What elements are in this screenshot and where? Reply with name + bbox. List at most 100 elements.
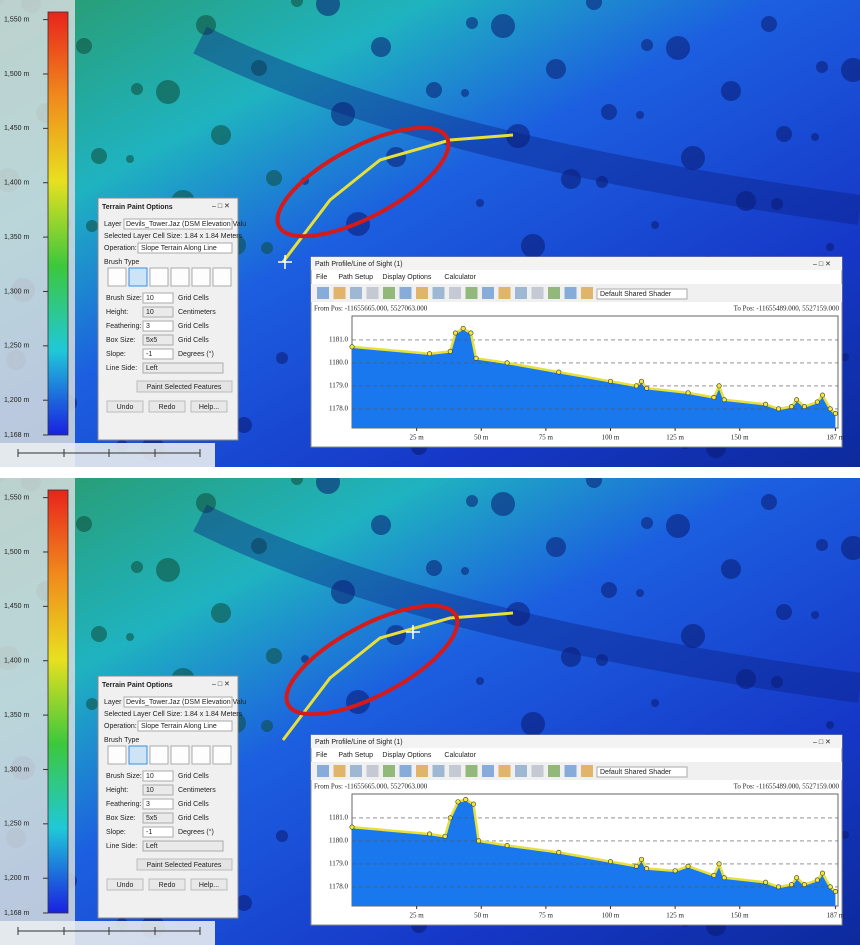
brush-icon[interactable] bbox=[170, 745, 190, 765]
brush-icon[interactable] bbox=[149, 745, 169, 765]
legend-label: 1,168 m bbox=[4, 432, 29, 439]
tool-icon[interactable] bbox=[482, 287, 494, 299]
row-value: 3 bbox=[146, 801, 150, 808]
tool-icon[interactable] bbox=[350, 765, 362, 777]
terrain-feature bbox=[826, 721, 834, 729]
dropdown[interactable] bbox=[123, 218, 233, 230]
profile-point bbox=[639, 856, 645, 862]
input-box[interactable] bbox=[142, 812, 174, 824]
dropdown[interactable] bbox=[137, 720, 233, 732]
tool-icon[interactable] bbox=[531, 765, 544, 777]
menu-item[interactable]: File bbox=[316, 752, 327, 759]
button-label: Paint Selected Features bbox=[147, 384, 222, 391]
tool-icon[interactable] bbox=[482, 765, 494, 777]
terrain-feature bbox=[586, 478, 602, 488]
tool-icon[interactable] bbox=[399, 765, 412, 777]
row-value: Left bbox=[146, 843, 158, 850]
tool-icon[interactable] bbox=[465, 287, 478, 299]
brush-icon[interactable] bbox=[107, 267, 127, 287]
tool-icon[interactable] bbox=[399, 287, 412, 299]
tool-icon[interactable] bbox=[383, 287, 395, 299]
dialog-title: Terrain Paint Options bbox=[102, 204, 173, 211]
brush-icon[interactable] bbox=[107, 745, 127, 765]
tool-icon[interactable] bbox=[432, 765, 445, 777]
button[interactable] bbox=[136, 380, 233, 393]
tool-icon[interactable] bbox=[564, 765, 577, 777]
tool-icon[interactable] bbox=[449, 287, 461, 299]
tool-icon[interactable] bbox=[416, 287, 428, 299]
tool-icon[interactable] bbox=[515, 287, 527, 299]
tool-icon[interactable] bbox=[564, 287, 577, 299]
tool-icon[interactable] bbox=[465, 765, 478, 777]
button[interactable] bbox=[190, 400, 228, 413]
input-box[interactable] bbox=[142, 362, 224, 374]
input-box[interactable] bbox=[142, 292, 174, 304]
brush-icon[interactable] bbox=[128, 267, 148, 287]
brush-icon[interactable] bbox=[191, 745, 211, 765]
tool-icon[interactable] bbox=[317, 765, 329, 777]
terrain-feature bbox=[546, 537, 566, 557]
menu-item[interactable]: Path Setup bbox=[338, 274, 373, 281]
button[interactable] bbox=[190, 878, 228, 891]
tool-icon[interactable] bbox=[416, 765, 428, 777]
menu-item[interactable]: Calculator bbox=[444, 752, 476, 759]
input-box[interactable] bbox=[142, 840, 224, 852]
menu-item[interactable]: Path Setup bbox=[338, 752, 373, 759]
tool-icon[interactable] bbox=[515, 765, 527, 777]
profile-point bbox=[427, 831, 433, 837]
menu-item[interactable]: Display Options bbox=[382, 752, 432, 759]
input-box[interactable] bbox=[142, 348, 174, 360]
button-label: Redo bbox=[159, 404, 176, 411]
input-box[interactable] bbox=[142, 334, 174, 346]
tool-icon[interactable] bbox=[333, 765, 346, 777]
button[interactable] bbox=[148, 400, 186, 413]
tool-icon[interactable] bbox=[366, 765, 379, 777]
input-box[interactable] bbox=[142, 320, 174, 332]
tool-icon[interactable] bbox=[498, 765, 511, 777]
input-box[interactable] bbox=[142, 784, 174, 796]
tool-icon[interactable] bbox=[531, 287, 544, 299]
brush-icon[interactable] bbox=[191, 267, 211, 287]
x-tick-label: 150 m bbox=[731, 912, 749, 920]
tool-icon[interactable] bbox=[350, 287, 362, 299]
dropdown[interactable] bbox=[137, 242, 233, 254]
tool-icon[interactable] bbox=[581, 287, 593, 299]
profile-point bbox=[504, 843, 510, 849]
tool-icon[interactable] bbox=[548, 287, 560, 299]
input-box[interactable] bbox=[142, 826, 174, 838]
tool-icon[interactable] bbox=[432, 287, 445, 299]
menu-item[interactable]: Display Options bbox=[382, 274, 432, 281]
button-label: Help... bbox=[199, 404, 219, 411]
panel: 1,550 m 1,500 m 1,450 m 1,400 m 1,350 m 1,300… bbox=[0, 478, 860, 945]
tool-icon[interactable] bbox=[498, 287, 511, 299]
terrain-feature bbox=[521, 234, 545, 258]
input-box[interactable] bbox=[142, 798, 174, 810]
tool-icon[interactable] bbox=[383, 765, 395, 777]
menu-item[interactable]: File bbox=[316, 274, 327, 281]
brush-icon[interactable] bbox=[149, 267, 169, 287]
dropdown[interactable] bbox=[596, 766, 688, 778]
row-label: Line Side: bbox=[106, 843, 137, 850]
brush-icon[interactable] bbox=[170, 267, 190, 287]
terrain-feature bbox=[826, 243, 834, 251]
button[interactable] bbox=[106, 400, 144, 413]
button[interactable] bbox=[136, 858, 233, 871]
tool-icon[interactable] bbox=[333, 287, 346, 299]
tool-icon[interactable] bbox=[548, 765, 560, 777]
tool-icon[interactable] bbox=[317, 287, 329, 299]
dropdown[interactable] bbox=[123, 696, 233, 708]
profile-line bbox=[351, 798, 837, 893]
brush-icon[interactable] bbox=[212, 267, 232, 287]
brush-icon[interactable] bbox=[212, 745, 232, 765]
menu-item[interactable]: Calculator bbox=[444, 274, 476, 281]
button[interactable] bbox=[148, 878, 186, 891]
tool-icon[interactable] bbox=[581, 765, 593, 777]
input-box[interactable] bbox=[142, 306, 174, 318]
input-box[interactable] bbox=[142, 770, 174, 782]
button[interactable] bbox=[106, 878, 144, 891]
tool-icon[interactable] bbox=[449, 765, 461, 777]
tool-icon[interactable] bbox=[366, 287, 379, 299]
brush-icon[interactable] bbox=[128, 745, 148, 765]
terrain-feature bbox=[211, 603, 231, 623]
dropdown[interactable] bbox=[596, 288, 688, 300]
